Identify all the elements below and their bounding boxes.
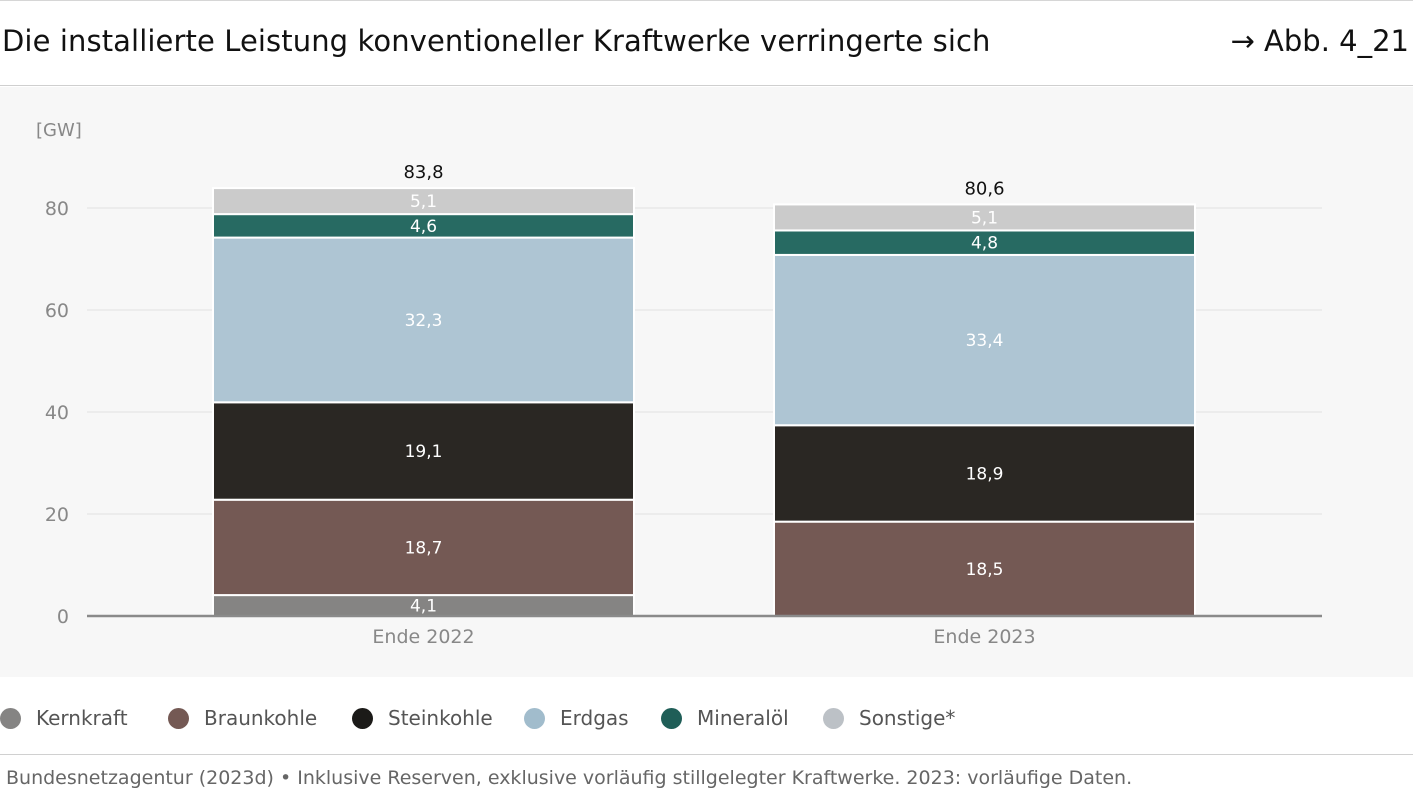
legend-item: Steinkohle: [352, 704, 493, 732]
y-tick-label: 80: [45, 198, 69, 220]
legend-item: Mineralöl: [661, 704, 789, 732]
legend-label: Erdgas: [560, 706, 629, 730]
bar-segment: [773, 253, 1196, 427]
legend-label: Steinkohle: [388, 706, 493, 730]
y-tick-label: 0: [57, 606, 69, 628]
data-label: 18,5: [966, 560, 1004, 580]
data-label: 18,9: [966, 464, 1004, 484]
legend-item: Kernkraft: [0, 704, 128, 732]
legend-item: Sonstige*: [823, 704, 955, 732]
footer-rule: [0, 754, 1413, 755]
legend-swatch: [823, 707, 844, 729]
figure-header: Die installierte Leistung konventionelle…: [0, 0, 1413, 86]
legend-swatch: [168, 707, 189, 729]
legend-label: Sonstige*: [859, 706, 956, 730]
legend-swatch: [352, 707, 373, 729]
data-label: 4,6: [410, 217, 437, 237]
legend-item: Erdgas: [524, 704, 629, 732]
top-rule: [0, 0, 1413, 1]
bar-segment: [212, 187, 635, 216]
legend-swatch: [524, 707, 545, 729]
plot-area: [GW] 0 20 40 60 80 4,1 18,7 19,1 32,3 4,6 5,1 83,8 En…: [0, 87, 1413, 677]
y-tick-label: 60: [45, 300, 69, 322]
data-label: 4,8: [971, 234, 998, 254]
y-tick-label: 20: [45, 504, 69, 526]
x-tick-label: Ende 2022: [372, 626, 474, 648]
data-label: 5,1: [410, 192, 437, 212]
bar-segment: [773, 424, 1196, 523]
y-axis-label: [GW]: [36, 120, 82, 141]
legend-label: Kernkraft: [36, 706, 128, 730]
bar-segment: [212, 236, 635, 404]
x-tick-label: Ende 2023: [933, 626, 1035, 648]
legend-item: Braunkohle: [168, 704, 317, 732]
bar-segment: [212, 401, 635, 501]
legend-swatch: [661, 707, 682, 729]
figure-reference-link[interactable]: → Abb. 4_21: [1230, 24, 1409, 58]
legend-label: Mineralöl: [697, 706, 789, 730]
data-label: 4,1: [410, 597, 437, 617]
chart-title: Die installierte Leistung konventionelle…: [2, 24, 991, 58]
y-tick-label: 40: [45, 402, 69, 424]
bar-segment: [773, 203, 1196, 232]
legend-label: Braunkohle: [204, 706, 318, 730]
chart-legend: Kernkraft Braunkohle Steinkohle Erdgas Miner…: [0, 704, 1413, 732]
total-label: 83,8: [403, 162, 443, 183]
source-note: Bundesnetzagentur (2023d) • Inklusive Re…: [6, 767, 1133, 789]
data-label: 19,1: [405, 442, 443, 462]
data-label: 18,7: [405, 538, 443, 558]
stacked-bar-chart: [GW] 0 20 40 60 80 4,1 18,7 19,1 32,3 4,6 5,1 83,8 En…: [36, 120, 1322, 648]
data-label: 5,1: [971, 208, 998, 228]
bar-segment: [773, 520, 1196, 617]
legend-swatch: [0, 707, 21, 729]
total-label: 80,6: [964, 178, 1004, 199]
data-label: 33,4: [966, 331, 1004, 351]
data-label: 32,3: [405, 311, 443, 331]
